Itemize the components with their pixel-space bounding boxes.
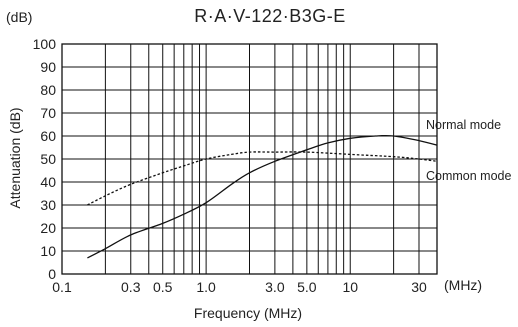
series-layer xyxy=(87,134,438,259)
y-tick-label: 60 xyxy=(40,128,56,144)
y-tick-label: 10 xyxy=(40,243,56,259)
x-axis-label: Frequency (MHz) xyxy=(194,305,302,321)
series-normal-mode xyxy=(87,134,438,259)
x-tick-label: 0.1 xyxy=(52,279,72,295)
x-tick-label: 0.5 xyxy=(153,279,173,295)
y-tick-label: 70 xyxy=(40,105,56,121)
y-tick-label: 50 xyxy=(40,151,56,167)
y-unit-label: (dB) xyxy=(6,9,32,25)
y-tick-label: 100 xyxy=(33,36,57,52)
y-tick-label: 40 xyxy=(40,174,56,190)
x-tick-label: 1.0 xyxy=(196,279,216,295)
y-tick-label: 80 xyxy=(40,82,56,98)
x-tick-label: 0.3 xyxy=(121,279,141,295)
tick-labels: 0 10 20 30 40 50 60 70 80 90 100 0.1 0.3 0.5 1.0 3.0 5.0… xyxy=(33,36,427,295)
x-tick-label: 30 xyxy=(411,279,427,295)
legend-normal-mode: Normal mode xyxy=(426,118,501,132)
plot-frame xyxy=(61,43,438,275)
x-tick-label: 3.0 xyxy=(265,279,285,295)
x-unit-label: (MHz) xyxy=(444,277,482,293)
legend-common-mode: Common mode xyxy=(426,169,511,183)
series-common-mode xyxy=(87,151,438,206)
chart-title: R·A·V-122·B3G-E xyxy=(194,6,346,26)
x-tick-label: 10 xyxy=(342,279,358,295)
y-axis-label: Attenuation (dB) xyxy=(7,107,23,208)
y-tick-label: 0 xyxy=(48,266,56,282)
y-tick-label: 20 xyxy=(40,220,56,236)
y-tick-label: 30 xyxy=(40,197,56,213)
y-tick-label: 90 xyxy=(40,59,56,75)
grid xyxy=(61,43,438,275)
x-tick-label: 5.0 xyxy=(297,279,317,295)
